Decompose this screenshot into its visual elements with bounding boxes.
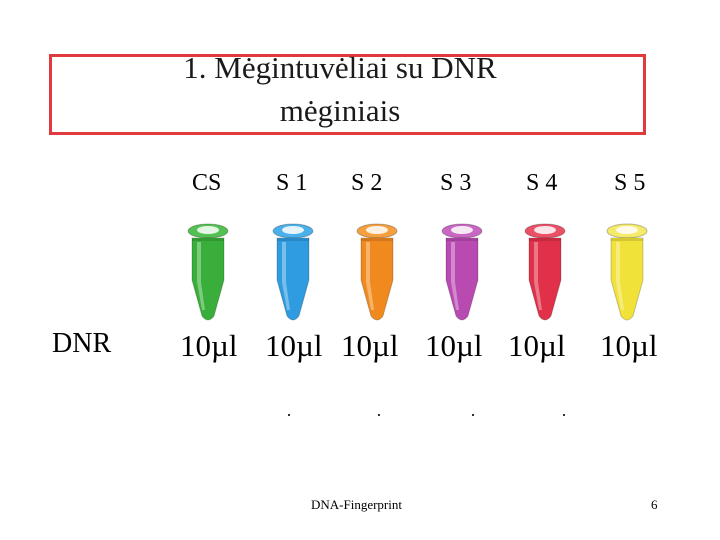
sample-label-s2: S 2 [351, 170, 383, 196]
tube-icon-s3 [441, 223, 483, 321]
amount-s4: 10µl [508, 328, 566, 363]
tube-highlight [616, 242, 624, 310]
tube-cap-top [197, 226, 219, 234]
tube-icon-cs [187, 223, 229, 321]
title-frame [49, 54, 646, 135]
tube-highlight [197, 242, 205, 310]
mark-dot [563, 414, 565, 416]
tube-cap-top [366, 226, 388, 234]
sample-label-cs: CS [192, 170, 222, 196]
tube-icon-s4 [524, 223, 566, 321]
mark-dot [378, 414, 380, 416]
tube-body [191, 237, 225, 321]
slide-title-line-1: 1. Mėgintuvėliai su DNR [183, 50, 497, 85]
tube-cap-top [451, 226, 473, 234]
tube-highlight [282, 242, 290, 310]
slide-title-line-2: mėginiais [279, 93, 401, 128]
tube-cap-top [534, 226, 556, 234]
tube-icon-s1 [272, 223, 314, 321]
mark-dot [472, 414, 474, 416]
tube-highlight [366, 242, 374, 310]
row-label-dnr: DNR [52, 328, 112, 359]
page-number: 6 [651, 497, 658, 512]
tube-cap-top [282, 226, 304, 234]
tube-icon-s2 [356, 223, 398, 321]
sample-label-s5: S 5 [614, 170, 646, 196]
amount-s3: 10µl [425, 328, 483, 363]
tube-body [360, 237, 394, 321]
tube-body [528, 237, 562, 321]
tube-highlight [451, 242, 459, 310]
amount-s2: 10µl [341, 328, 399, 363]
tube-body [445, 237, 479, 321]
mark-dot [288, 414, 290, 416]
sample-label-s3: S 3 [440, 170, 472, 196]
tube-icon-s5 [606, 223, 648, 321]
amount-s1: 10µl [265, 328, 323, 363]
tube-highlight [534, 242, 542, 310]
sample-label-s1: S 1 [276, 170, 308, 196]
amount-s5: 10µl [600, 328, 658, 363]
tube-body [276, 237, 310, 321]
sample-label-s4: S 4 [526, 170, 558, 196]
tube-cap-top [616, 226, 638, 234]
footer-text: DNA-Fingerprint [311, 497, 402, 512]
amount-cs: 10µl [180, 328, 238, 363]
tube-body [610, 237, 644, 321]
